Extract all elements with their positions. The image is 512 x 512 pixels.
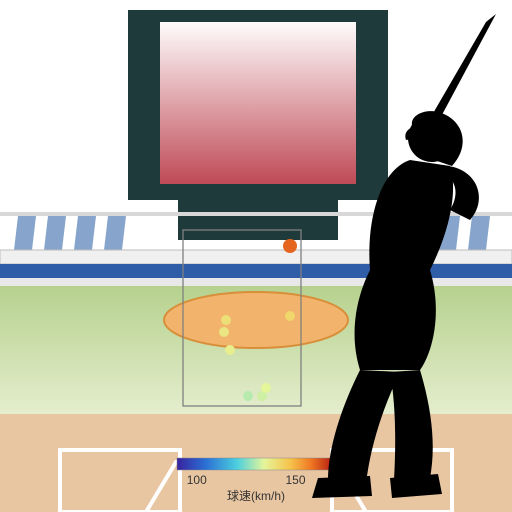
scoreboard-neck	[178, 200, 338, 240]
pitch-location-chart: 100 150球速(km/h)	[0, 0, 512, 512]
pitch-marker	[283, 239, 297, 253]
outfield-wall	[0, 264, 512, 278]
pitchers-mound	[164, 292, 348, 348]
pitch-marker	[285, 311, 295, 321]
pitch-marker	[243, 391, 253, 401]
scoreboard-screen	[160, 22, 356, 184]
pitch-marker	[221, 315, 231, 325]
speed-legend-bar	[177, 458, 335, 470]
legend-label: 球速(km/h)	[227, 489, 285, 503]
legend-tick: 100	[187, 473, 207, 487]
chart-svg: 100 150球速(km/h)	[0, 0, 512, 512]
warning-track	[0, 278, 512, 286]
legend-tick: 150	[285, 473, 305, 487]
pitch-marker	[225, 345, 235, 355]
pitch-marker	[219, 327, 229, 337]
pitch-marker	[261, 383, 271, 393]
